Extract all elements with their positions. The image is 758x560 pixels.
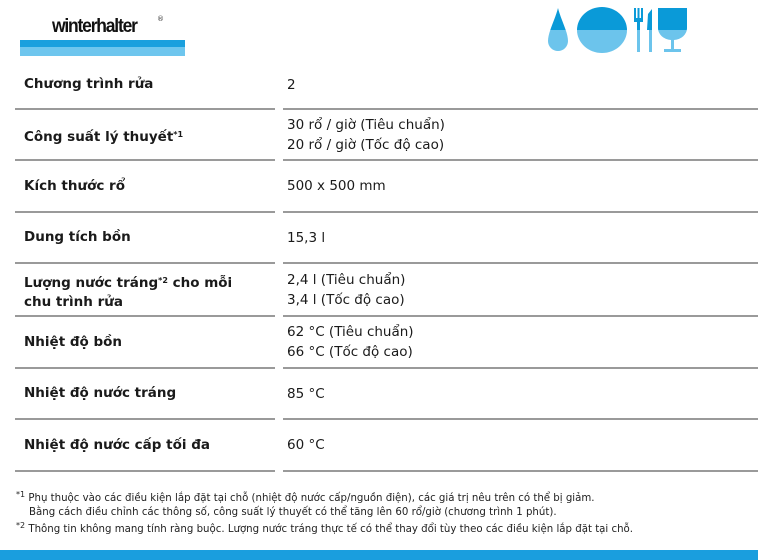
spec-value: 2,4 l (Tiêu chuẩn) 3,4 l (Tốc độ cao): [287, 271, 406, 308]
fork-icon: [634, 8, 643, 52]
row-divider: [15, 159, 275, 161]
footnotes: *1 Phụ thuộc vào các điều kiện lắp đặt t…: [16, 488, 633, 537]
spec-value: 85 °C: [287, 385, 325, 402]
spec-row: Chương trình rửa 2: [0, 60, 758, 110]
row-divider: [283, 159, 758, 161]
spec-label: Chương trình rửa: [24, 76, 154, 92]
row-divider: [283, 418, 758, 420]
plate-icon: [577, 7, 627, 53]
row-divider: [283, 470, 758, 472]
spec-value: 60 °C: [287, 437, 325, 453]
bottom-brand-bar: [0, 550, 758, 560]
spec-value: 15,3 l: [287, 229, 326, 246]
spec-row: Lượng nước tráng*2 cho mỗi chu trình rửa…: [0, 263, 758, 317]
footnote-2: *2 Thông tin không mang tính ràng buộc. …: [16, 521, 634, 535]
row-divider: [283, 315, 758, 317]
spec-label: Công suất lý thuyết*1: [24, 129, 184, 145]
row-divider: [15, 108, 275, 110]
spec-label: Nhiệt độ nước cấp tối đa: [24, 436, 210, 453]
row-divider: [15, 418, 275, 420]
spec-value: 500 x 500 mm: [287, 178, 386, 194]
spec-label: Lượng nước tráng*2 cho mỗi chu trình rửa: [24, 274, 233, 310]
spec-value: 2: [287, 76, 296, 93]
spec-row: Nhiệt độ bồn 62 °C (Tiêu chuẩn) 66 °C (Tốc…: [0, 316, 758, 369]
spec-row: Kích thước rổ 500 x 500 mm: [0, 160, 758, 213]
row-divider: [15, 262, 275, 264]
water-drop-icon: [548, 8, 568, 51]
row-divider: [15, 315, 275, 317]
spec-row: Công suất lý thuyết*1 30 rổ / giờ (Tiêu c…: [0, 109, 758, 161]
row-divider: [283, 367, 758, 369]
spec-value: 30 rổ / giờ (Tiêu chuẩn) 20 rổ / giờ (Tốc…: [287, 116, 445, 153]
winterhalter-logo: winterhalter ®: [20, 12, 185, 57]
row-divider: [15, 367, 275, 369]
registered-mark: ®: [157, 15, 164, 23]
header-icons: [548, 7, 688, 53]
row-divider: [283, 262, 758, 264]
spec-row: Dung tích bồn 15,3 l: [0, 212, 758, 264]
spec-row: Nhiệt độ nước tráng 85 °C: [0, 368, 758, 420]
footnote-1-line-1: *1 Phụ thuộc vào các điều kiện lắp đặt t…: [16, 490, 595, 504]
knife-icon: [647, 9, 652, 52]
logo-bar-light: [20, 47, 185, 56]
spec-label: Nhiệt độ bồn: [24, 333, 123, 350]
spec-row: Nhiệt độ nước cấp tối đa 60 °C: [0, 419, 758, 472]
row-divider: [15, 211, 275, 213]
row-divider: [15, 470, 275, 472]
row-divider: [283, 108, 758, 110]
logo-text: winterhalter: [52, 16, 138, 37]
spec-value: 62 °C (Tiêu chuẩn) 66 °C (Tốc độ cao): [287, 324, 414, 360]
spec-label: Nhiệt độ nước tráng: [24, 385, 177, 401]
logo-bar-dark: [20, 40, 185, 47]
footnote-1-line-2: Bằng cách điều chỉnh các thông số, công …: [29, 506, 557, 518]
spec-label: Dung tích bồn: [24, 229, 131, 245]
row-divider: [283, 211, 758, 213]
spec-label: Kích thước rổ: [24, 177, 125, 194]
glass-icon: [657, 8, 688, 52]
